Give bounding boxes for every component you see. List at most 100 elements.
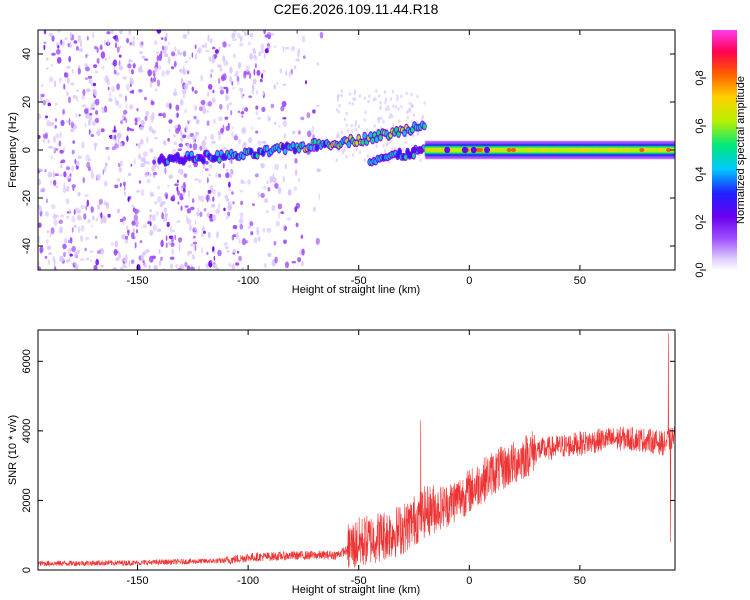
noise-speckle	[95, 258, 99, 266]
noise-speckle	[149, 81, 152, 88]
noise-speckle	[231, 126, 234, 129]
noise-speckle	[198, 106, 204, 112]
noise-speckle	[42, 138, 45, 143]
noise-speckle	[129, 104, 134, 110]
noise-speckle	[153, 76, 157, 83]
noise-speckle	[73, 209, 76, 216]
noise-speckle	[78, 48, 83, 52]
noise-speckle	[88, 119, 91, 126]
noise-speckle	[180, 77, 184, 85]
noise-speckle	[212, 263, 218, 268]
noise-speckle	[139, 240, 143, 244]
noise-speckle	[46, 230, 50, 234]
noise-speckle	[280, 105, 285, 112]
noise-speckle	[206, 177, 209, 184]
noise-speckle	[127, 231, 130, 236]
noise-speckle	[225, 172, 230, 179]
noise-speckle	[119, 266, 124, 270]
noise-speckle	[335, 134, 339, 139]
noise-speckle	[201, 44, 205, 48]
noise-speckle	[151, 112, 155, 120]
noise-speckle	[104, 58, 108, 61]
noise-speckle	[192, 256, 195, 261]
noise-speckle	[213, 255, 216, 261]
noise-speckle	[203, 230, 206, 234]
noise-speckle	[386, 142, 390, 146]
steady-tone-cell	[549, 148, 552, 152]
signal-track-cell	[396, 131, 401, 137]
steady-tone-cell	[502, 148, 506, 152]
noise-speckle	[158, 249, 161, 254]
noise-speckle	[389, 112, 392, 117]
noise-speckle	[263, 52, 266, 60]
noise-speckle	[94, 98, 100, 106]
noise-speckle	[372, 97, 376, 102]
noise-speckle	[114, 97, 117, 102]
noise-speckle	[149, 221, 152, 227]
noise-speckle	[270, 103, 275, 109]
noise-speckle	[195, 53, 198, 60]
noise-speckle	[58, 219, 63, 224]
steady-tone-cell	[648, 148, 652, 152]
noise-speckle	[345, 155, 348, 159]
noise-speckle	[277, 187, 282, 194]
noise-speckle	[141, 254, 145, 262]
noise-speckle	[206, 110, 209, 113]
noise-speckle	[171, 229, 176, 233]
noise-speckle	[192, 143, 198, 151]
steady-tone-cell	[520, 148, 523, 152]
noise-speckle	[84, 247, 87, 252]
noise-speckle	[60, 214, 64, 218]
noise-speckle	[47, 245, 51, 251]
noise-speckle	[164, 53, 169, 58]
noise-speckle	[138, 153, 141, 159]
noise-speckle	[302, 35, 306, 43]
noise-speckle	[131, 232, 135, 240]
noise-speckle	[129, 90, 133, 94]
steady-tone-cell	[578, 148, 581, 152]
steady-tone-cell	[534, 148, 538, 152]
noise-speckle	[419, 158, 422, 163]
noise-speckle	[373, 124, 376, 128]
steady-tone-cell	[451, 148, 455, 152]
noise-speckle	[100, 247, 105, 255]
noise-speckle	[132, 207, 136, 212]
noise-speckle	[124, 265, 128, 269]
signal-track-cell	[241, 153, 245, 159]
noise-speckle	[137, 142, 141, 150]
noise-speckle	[407, 108, 410, 113]
noise-speckle	[149, 209, 153, 213]
signal-track-cell	[355, 140, 359, 146]
noise-speckle	[136, 229, 138, 234]
noise-speckle	[118, 167, 122, 173]
noise-speckle	[135, 143, 138, 146]
noise-speckle	[67, 248, 72, 255]
noise-speckle	[103, 105, 108, 113]
noise-speckle	[230, 170, 235, 173]
noise-speckle	[157, 196, 162, 204]
noise-speckle	[71, 165, 75, 172]
noise-speckle	[122, 216, 126, 221]
noise-speckle	[209, 217, 214, 222]
noise-speckle	[103, 39, 106, 46]
noise-speckle	[340, 89, 343, 93]
noise-speckle	[136, 116, 141, 122]
noise-speckle	[244, 31, 247, 37]
noise-speckle	[282, 117, 287, 120]
signal-track-cell	[369, 132, 373, 138]
noise-speckle	[124, 191, 126, 196]
noise-speckle	[311, 125, 315, 133]
noise-speckle	[225, 94, 229, 102]
steady-tone-cell	[527, 148, 530, 152]
noise-speckle	[118, 252, 121, 260]
steady-tone-cell	[561, 148, 564, 152]
noise-speckle	[282, 83, 287, 86]
noise-speckle	[76, 97, 79, 102]
noise-speckle	[148, 264, 151, 270]
noise-speckle	[235, 70, 239, 75]
noise-speckle	[354, 123, 357, 127]
noise-speckle	[294, 169, 298, 176]
noise-speckle	[387, 107, 390, 111]
noise-speckle	[252, 78, 257, 85]
noise-speckle	[211, 57, 216, 64]
